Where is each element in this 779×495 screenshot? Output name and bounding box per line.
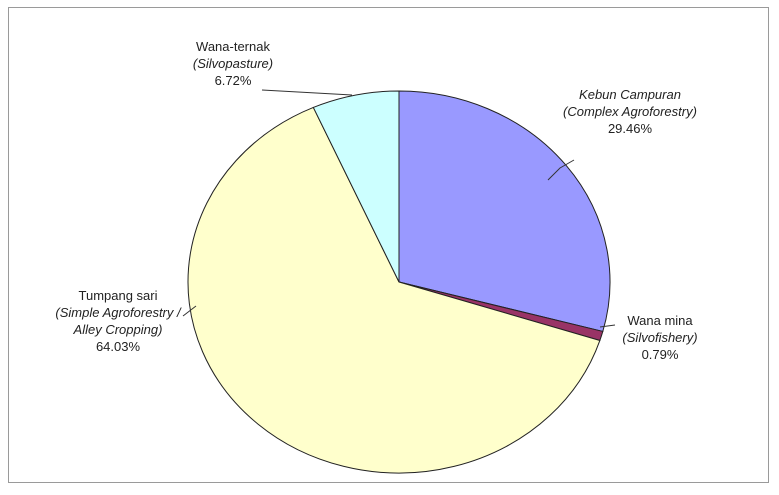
leader-line-wana-ternak (261, 89, 353, 96)
label-tumpang-sari-en: (Simple Agroforestry / Alley Cropping) (55, 305, 181, 337)
label-kebun-campuran: Kebun Campuran (Complex Agroforestry) 29… (560, 86, 700, 137)
leader-line-tumpang-sari (182, 305, 197, 317)
label-kebun-campuran-en: (Complex Agroforestry) (563, 104, 697, 119)
pie-slice-wana-ternak (312, 90, 400, 283)
label-tumpang-sari: Tumpang sari (Simple Agroforestry / Alle… (48, 287, 188, 355)
label-wana-ternak-en: (Silvopasture) (192, 56, 274, 71)
leader-line-kebun-campuran (547, 159, 575, 181)
leader-line-wana-mina (599, 324, 616, 328)
pie-slice-tumpang-sari (187, 106, 601, 474)
label-wana-mina: Wana mina (Silvofishery) 0.79% (605, 312, 715, 363)
pie-slice-kebun-campuran (398, 90, 611, 333)
label-wana-ternak: Wana-ternak (Silvopasture) 6.72% (178, 38, 288, 89)
label-wana-mina-en: (Silvofishery) (622, 330, 698, 345)
